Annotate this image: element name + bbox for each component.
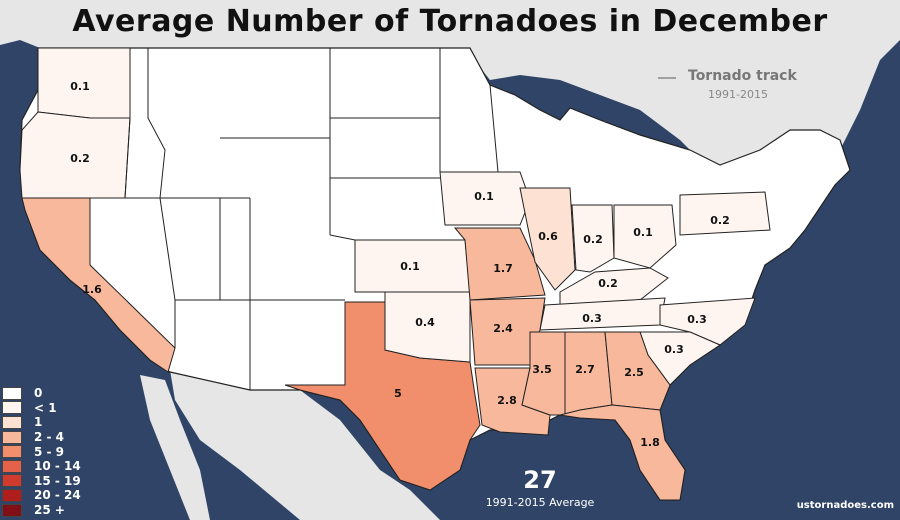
state-value-label: 1.7	[493, 262, 513, 275]
state-value-label: 2.7	[575, 363, 595, 376]
tornado-track-years: 1991-2015	[708, 88, 768, 101]
legend-swatch	[2, 459, 22, 473]
legend-swatch	[2, 445, 22, 459]
legend-swatch	[2, 401, 22, 415]
legend-label: 0	[34, 386, 43, 401]
state-lines	[90, 48, 499, 390]
canada-land	[0, 0, 900, 175]
mexico-land	[170, 370, 440, 520]
legend-label: 25 +	[34, 503, 65, 518]
state-value-label: 2.8	[497, 394, 517, 407]
legend-swatch	[2, 386, 22, 400]
legend-label: 2 - 4	[34, 430, 65, 445]
map-title: Average Number of Tornadoes in December	[72, 4, 828, 39]
state-value-label: 0.6	[538, 230, 558, 243]
legend-label: 20 - 24	[34, 488, 81, 503]
state-value-label: 1.6	[82, 283, 102, 296]
legend-label: 10 - 14	[34, 459, 81, 474]
state-value-label: 5	[394, 387, 402, 400]
state-value-label: 0.1	[70, 80, 90, 93]
legend-item: 10 - 14	[2, 459, 81, 474]
total-label: 1991-2015 Average	[485, 496, 595, 509]
legend-swatch	[2, 503, 22, 517]
state-value-label: 0.2	[70, 152, 90, 165]
state-value-label: 0.3	[687, 313, 707, 326]
state-value-label: 0.3	[582, 312, 602, 325]
legend-label: 5 - 9	[34, 444, 65, 459]
state-value-label: 2.4	[493, 322, 513, 335]
legend-label: < 1	[34, 400, 57, 415]
legend-item: 2 - 4	[2, 430, 81, 445]
legend-item: < 1	[2, 401, 81, 416]
tornado-track-label: Tornado track	[688, 68, 797, 84]
legend-swatch	[2, 430, 22, 444]
legend-item: 15 - 19	[2, 474, 81, 489]
baja-land	[140, 375, 210, 520]
state-illinois	[519, 187, 576, 291]
legend-item: 25 +	[2, 503, 81, 518]
legend-swatch	[2, 415, 22, 429]
legend-label: 15 - 19	[34, 473, 81, 488]
state-value-label: 0.1	[474, 190, 494, 203]
legend-swatch	[2, 488, 22, 502]
state-value-label: 0.2	[710, 214, 730, 227]
legend-item: 1	[2, 415, 81, 430]
legend-item: 5 - 9	[2, 444, 81, 459]
legend-item: 0	[2, 386, 81, 401]
tornado-track-line	[658, 77, 676, 79]
state-value-label: 0.2	[583, 233, 603, 246]
state-value-label: 2.5	[624, 366, 644, 379]
legend-swatch	[2, 474, 22, 488]
site-credit: ustornadoes.com	[796, 500, 894, 511]
state-florida	[559, 404, 686, 501]
state-value-label: 1.8	[640, 436, 660, 449]
state-indiana	[571, 204, 615, 273]
state-value-label: 0.3	[664, 343, 684, 356]
state-value-labels: 0.1 0.2 1.6 5 0.1 0.4 0.1 1.7 2.4 2.8 0.6 0.2 0.1 0.2…	[70, 80, 730, 449]
state-missouri	[453, 227, 546, 301]
state-value-label: 3.5	[532, 363, 552, 376]
state-ohio	[613, 204, 677, 269]
state-value-label: 0.1	[633, 226, 653, 239]
legend-item: 20 - 24	[2, 488, 81, 503]
total-value: 27	[523, 466, 557, 494]
state-value-label: 0.4	[415, 316, 435, 329]
state-pennsylvania	[679, 191, 771, 236]
state-value-label: 0.2	[598, 277, 618, 290]
state-value-label: 0.1	[400, 260, 420, 273]
legend-label: 1	[34, 415, 43, 430]
state-california	[21, 197, 176, 373]
